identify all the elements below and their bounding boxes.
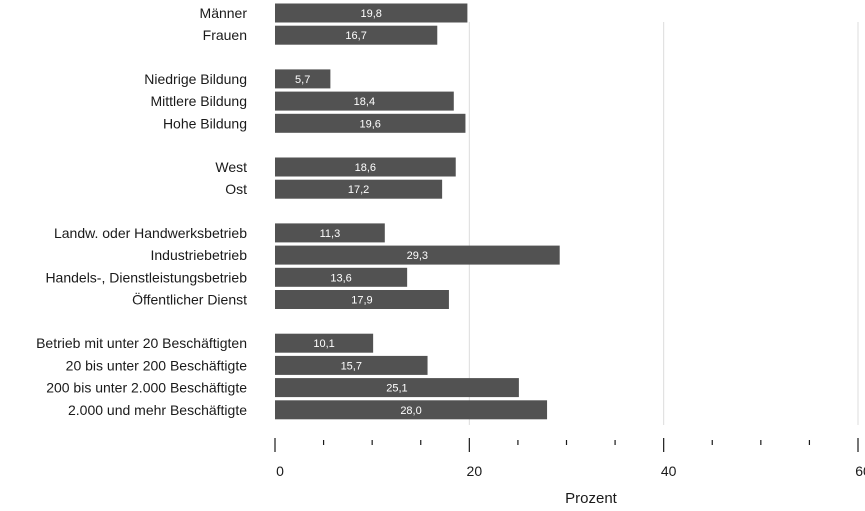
data-label: 29,3 xyxy=(407,250,428,262)
bar xyxy=(275,223,385,243)
tick-label: 60 xyxy=(855,463,865,479)
tick-label: 40 xyxy=(661,463,677,479)
tick-label: 20 xyxy=(467,463,483,479)
bar xyxy=(275,267,408,287)
category-label: Industriebetrieb xyxy=(150,247,247,263)
bar xyxy=(275,179,443,199)
category-label: Frauen xyxy=(203,27,247,43)
data-label: 18,4 xyxy=(354,96,375,108)
data-label: 18,6 xyxy=(355,162,376,174)
gridlines xyxy=(468,22,859,425)
bar xyxy=(275,355,428,375)
bar xyxy=(275,113,466,133)
category-label: 20 bis unter 200 Beschäftigte xyxy=(66,357,248,373)
bar xyxy=(275,157,456,177)
category-label: West xyxy=(215,159,247,175)
bar xyxy=(275,245,560,265)
bar xyxy=(275,25,438,45)
data-label: 17,9 xyxy=(351,295,372,307)
category-label: Landw. oder Handwerksbetrieb xyxy=(54,225,247,241)
data-label: 19,8 xyxy=(360,8,381,20)
category-label: 2.000 und mehr Beschäftigte xyxy=(68,402,247,418)
data-label: 25,1 xyxy=(386,383,407,395)
data-label: 19,6 xyxy=(360,118,381,130)
category-label: Betrieb mit unter 20 Beschäftigten xyxy=(36,335,247,351)
bar xyxy=(275,400,548,420)
bar xyxy=(275,333,374,353)
bar xyxy=(275,69,331,89)
data-label: 10,1 xyxy=(313,338,334,350)
data-label: 17,2 xyxy=(348,184,369,196)
data-label: 5,7 xyxy=(295,74,310,86)
category-label: 200 bis unter 2.000 Beschäftigte xyxy=(46,380,247,396)
data-label: 13,6 xyxy=(330,272,351,284)
category-label: Öffentlicher Dienst xyxy=(132,291,247,308)
data-label: 15,7 xyxy=(341,360,362,372)
data-label: 11,3 xyxy=(320,228,341,240)
bar xyxy=(275,378,519,398)
category-label: Niedrige Bildung xyxy=(144,71,247,87)
category-label: Mittlere Bildung xyxy=(151,93,248,109)
data-label: 16,7 xyxy=(345,30,366,42)
tick-label: 0 xyxy=(276,463,284,479)
x-axis-title: Prozent xyxy=(565,490,618,507)
category-label: Männer xyxy=(200,5,248,21)
category-labels: Männer Frauen Niedrige Bildung Mittlere Bil… xyxy=(36,5,247,418)
category-label: Ost xyxy=(225,181,247,197)
bars: 19,816,75,718,419,618,617,211,329,313,61… xyxy=(275,3,560,420)
data-label: 28,0 xyxy=(400,405,421,417)
bar xyxy=(275,91,454,111)
category-label: Hohe Bildung xyxy=(163,115,247,131)
x-axis: 0 20 40 60 xyxy=(274,438,865,479)
bar xyxy=(275,290,449,309)
category-label: Handels-, Dienstleistungsbetrieb xyxy=(45,269,247,285)
bar xyxy=(275,3,468,23)
